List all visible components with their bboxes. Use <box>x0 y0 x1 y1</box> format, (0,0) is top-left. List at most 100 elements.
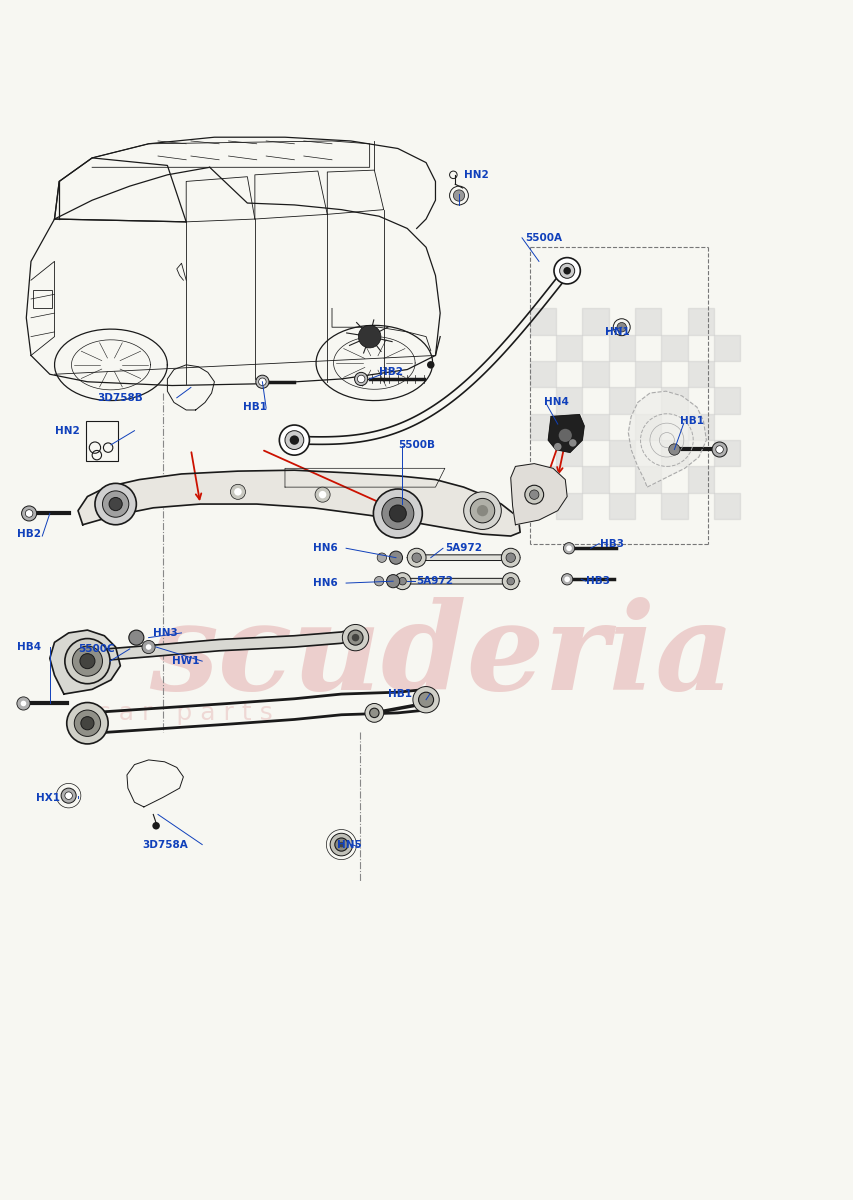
Bar <box>713 493 740 520</box>
Bar <box>687 308 713 335</box>
Bar <box>713 440 740 467</box>
Bar <box>582 308 608 335</box>
Circle shape <box>386 575 399 588</box>
Bar <box>608 493 634 520</box>
Polygon shape <box>407 554 519 560</box>
Circle shape <box>289 436 299 445</box>
Bar <box>634 361 660 388</box>
Polygon shape <box>510 463 566 524</box>
Circle shape <box>374 576 383 586</box>
Circle shape <box>26 510 32 517</box>
Bar <box>687 361 713 388</box>
Circle shape <box>563 268 571 275</box>
Bar <box>529 308 555 335</box>
Circle shape <box>715 445 722 454</box>
Circle shape <box>315 487 330 502</box>
Text: HN2: HN2 <box>55 426 79 436</box>
Bar <box>32 289 52 308</box>
Circle shape <box>347 630 363 646</box>
Text: HW1: HW1 <box>172 656 200 666</box>
Circle shape <box>61 788 76 803</box>
Text: HN2: HN2 <box>463 170 488 180</box>
Circle shape <box>453 190 464 202</box>
Circle shape <box>529 490 538 499</box>
Circle shape <box>711 442 726 457</box>
Bar <box>608 440 634 467</box>
Circle shape <box>354 372 368 385</box>
Bar <box>529 361 555 388</box>
Circle shape <box>668 444 679 455</box>
Bar <box>608 388 634 414</box>
Circle shape <box>230 485 245 499</box>
Text: 5A972: 5A972 <box>416 576 453 586</box>
Circle shape <box>152 822 160 829</box>
Bar <box>555 388 582 414</box>
Circle shape <box>80 654 95 668</box>
Circle shape <box>351 634 359 641</box>
Circle shape <box>357 376 364 383</box>
Text: HN1: HN1 <box>604 326 629 337</box>
Bar <box>582 414 608 440</box>
Circle shape <box>279 425 309 455</box>
Circle shape <box>412 686 438 713</box>
Text: HB1: HB1 <box>242 402 266 412</box>
Text: c a r   p a r t s: c a r p a r t s <box>96 701 272 725</box>
Circle shape <box>561 574 572 584</box>
Bar <box>634 308 660 335</box>
Circle shape <box>102 491 129 517</box>
Bar <box>713 388 740 414</box>
Circle shape <box>463 492 501 529</box>
Circle shape <box>426 361 434 368</box>
Text: HB2: HB2 <box>17 529 41 539</box>
Circle shape <box>17 697 30 710</box>
Circle shape <box>502 572 519 589</box>
Circle shape <box>20 701 26 707</box>
Circle shape <box>109 498 122 511</box>
Bar <box>687 467 713 493</box>
Circle shape <box>95 484 136 524</box>
Text: 5A972: 5A972 <box>444 544 481 553</box>
Bar <box>582 467 608 493</box>
Bar <box>555 440 582 467</box>
Text: HN3: HN3 <box>153 628 177 638</box>
Circle shape <box>146 644 151 650</box>
Polygon shape <box>392 578 519 584</box>
Circle shape <box>373 490 422 538</box>
Text: HB2: HB2 <box>379 367 403 377</box>
Circle shape <box>389 505 406 522</box>
Circle shape <box>418 692 433 707</box>
Bar <box>660 493 687 520</box>
Circle shape <box>234 488 241 496</box>
Circle shape <box>407 548 426 568</box>
Text: 3D758B: 3D758B <box>96 392 142 403</box>
Circle shape <box>398 577 406 584</box>
Circle shape <box>285 431 304 450</box>
Bar <box>529 467 555 493</box>
Circle shape <box>476 505 488 516</box>
Text: HN4: HN4 <box>543 397 568 408</box>
Circle shape <box>364 703 383 722</box>
Text: HB3: HB3 <box>585 576 609 586</box>
Circle shape <box>501 548 519 568</box>
Circle shape <box>381 498 414 529</box>
Circle shape <box>358 325 380 348</box>
Text: HB4: HB4 <box>17 642 41 652</box>
Circle shape <box>507 577 514 584</box>
Bar <box>660 335 687 361</box>
Circle shape <box>566 546 572 551</box>
Bar <box>85 421 119 461</box>
Circle shape <box>142 641 155 654</box>
Circle shape <box>568 439 576 446</box>
Circle shape <box>334 838 347 851</box>
Text: scuderia: scuderia <box>148 598 734 715</box>
Circle shape <box>258 378 266 385</box>
Bar <box>634 467 660 493</box>
Circle shape <box>338 841 344 847</box>
Circle shape <box>559 263 574 278</box>
Text: 3D758A: 3D758A <box>142 840 188 850</box>
Bar <box>582 361 608 388</box>
Bar <box>634 414 660 440</box>
Circle shape <box>617 323 626 332</box>
Circle shape <box>389 551 402 564</box>
Text: HN6: HN6 <box>313 544 338 553</box>
